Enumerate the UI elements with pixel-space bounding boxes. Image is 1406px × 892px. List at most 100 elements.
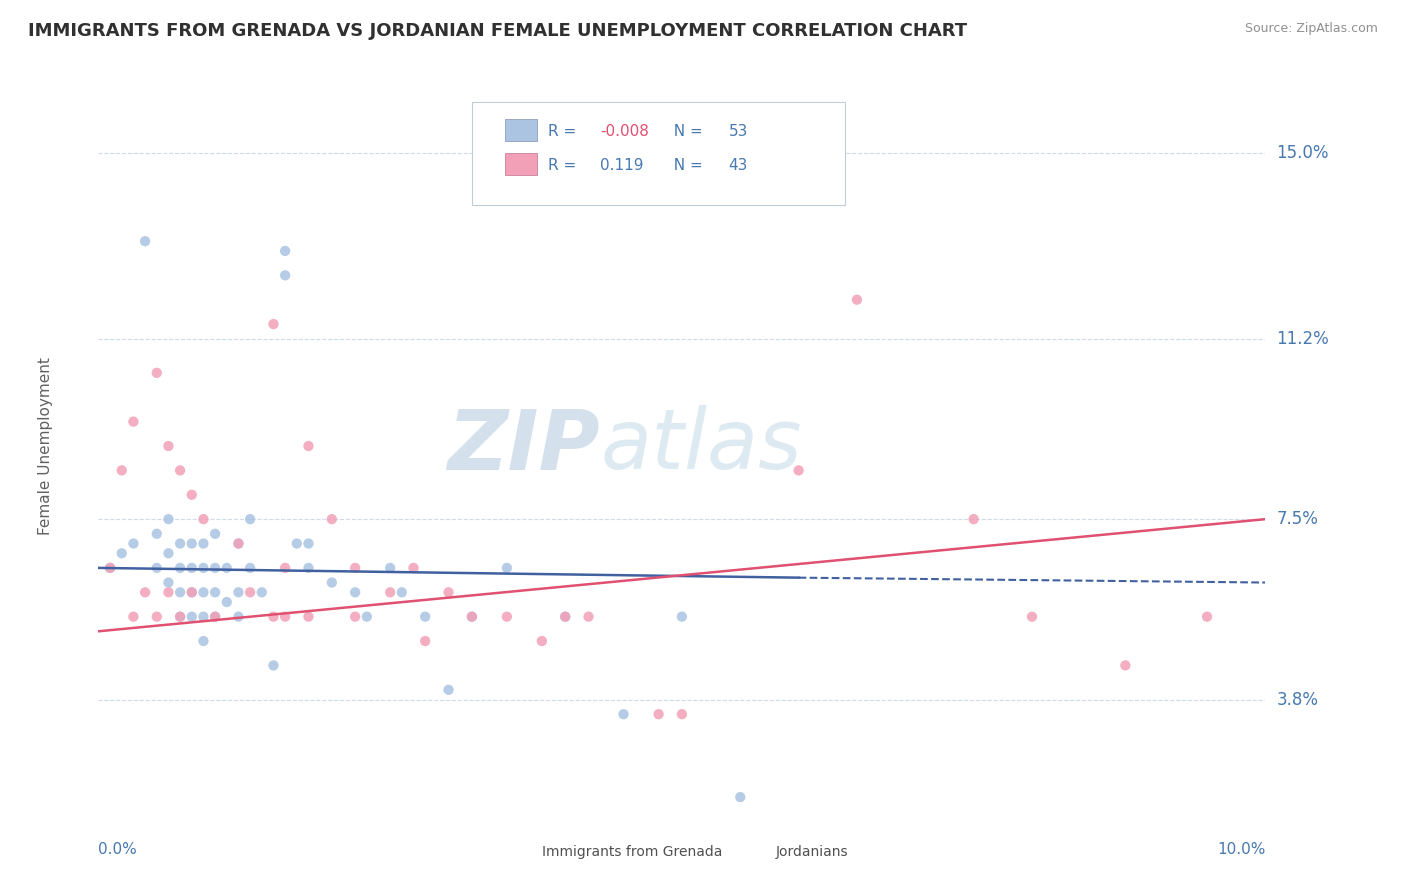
Point [285,536,308,550]
Point [262,317,284,331]
Point [157,439,180,453]
Point [204,561,226,575]
Point [413,609,436,624]
Point [239,512,262,526]
Point [496,609,519,624]
Point [111,546,134,560]
Point [297,561,319,575]
Point [157,575,180,590]
Point [204,526,226,541]
Point [98,561,121,575]
Point [461,609,484,624]
Point [612,707,634,722]
Point [146,561,169,575]
Text: 43: 43 [728,159,748,173]
Point [215,595,238,609]
Point [554,609,576,624]
Point [554,609,576,624]
Point [461,609,484,624]
Point [228,585,250,599]
Point [671,609,693,624]
Point [437,682,460,697]
Point [274,609,297,624]
FancyBboxPatch shape [505,153,537,176]
Point [228,536,250,550]
Point [402,561,425,575]
Point [180,561,202,575]
Text: N =: N = [665,124,709,139]
Point [380,561,402,575]
Point [169,536,191,550]
Text: Immigrants from Grenada: Immigrants from Grenada [541,845,723,859]
Point [380,585,402,599]
Text: R =: R = [548,159,581,173]
Point [787,463,810,477]
Point [180,585,202,599]
Point [239,585,262,599]
Point [239,561,262,575]
Point [262,658,284,673]
Text: 0.119: 0.119 [600,159,644,173]
Point [193,561,215,575]
Point [122,415,145,429]
Point [297,439,319,453]
Text: 3.8%: 3.8% [1277,690,1319,708]
Point [180,585,202,599]
Point [157,546,180,560]
Point [215,561,238,575]
Text: Jordanians: Jordanians [775,845,848,859]
Point [274,244,297,258]
Point [193,609,215,624]
Point [193,634,215,648]
Point [180,609,202,624]
Text: N =: N = [665,159,709,173]
Point [578,609,600,624]
Point [146,609,169,624]
Point [1021,609,1043,624]
Point [413,634,436,648]
Point [146,366,169,380]
Point [228,609,250,624]
Point [344,609,367,624]
Point [530,634,553,648]
Point [1195,609,1218,624]
Point [274,561,297,575]
Point [180,488,202,502]
Point [204,609,226,624]
Text: 7.5%: 7.5% [1277,510,1319,528]
Point [391,585,413,599]
Point [169,609,191,624]
Text: Female Unemployment: Female Unemployment [38,357,53,535]
Point [250,585,273,599]
Point [437,585,460,599]
Point [134,234,156,248]
Point [169,609,191,624]
Text: 10.0%: 10.0% [1218,842,1265,857]
Point [122,609,145,624]
Point [157,512,180,526]
Point [98,561,121,575]
Point [193,512,215,526]
Text: atlas: atlas [600,406,801,486]
Point [262,609,284,624]
Text: -0.008: -0.008 [600,124,650,139]
Point [146,526,169,541]
Point [647,707,669,722]
Point [496,561,519,575]
Point [169,585,191,599]
Point [111,463,134,477]
Point [344,585,367,599]
Point [204,609,226,624]
Point [274,268,297,283]
Point [321,512,343,526]
Text: Source: ZipAtlas.com: Source: ZipAtlas.com [1244,22,1378,36]
Point [193,536,215,550]
FancyBboxPatch shape [508,848,536,867]
Point [228,536,250,550]
Point [193,585,215,599]
Point [1114,658,1136,673]
Point [180,536,202,550]
FancyBboxPatch shape [472,103,845,204]
Point [134,585,156,599]
FancyBboxPatch shape [741,848,769,867]
